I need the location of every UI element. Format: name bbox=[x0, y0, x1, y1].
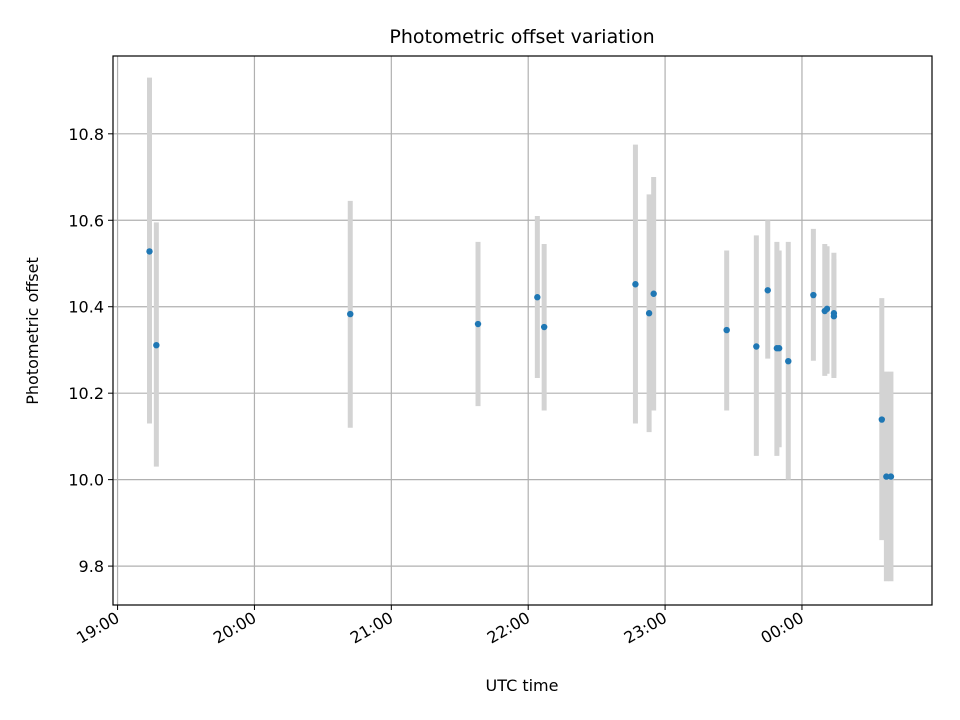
data-point bbox=[723, 326, 730, 334]
data-point bbox=[534, 294, 541, 301]
y-tick-label: 10.8 bbox=[68, 125, 104, 144]
data-point bbox=[823, 305, 831, 313]
data-point bbox=[474, 320, 482, 328]
data-point bbox=[830, 313, 838, 320]
points bbox=[146, 248, 895, 480]
data-point bbox=[785, 357, 792, 365]
data-point bbox=[878, 416, 886, 423]
data-point bbox=[650, 290, 657, 297]
y-tick-label: 9.8 bbox=[79, 557, 104, 576]
x-axis-label: UTC time bbox=[486, 676, 559, 695]
data-point bbox=[887, 473, 895, 480]
data-point bbox=[153, 341, 160, 349]
data-point bbox=[764, 287, 771, 294]
plot-frame bbox=[112, 55, 933, 606]
data-point bbox=[810, 291, 817, 299]
grid bbox=[113, 56, 932, 605]
y-axis: 9.8 10.0 10.2 10.4 10.6 10.8 bbox=[68, 125, 113, 576]
data-point bbox=[753, 343, 760, 350]
y-axis-label: Photometric offset bbox=[23, 257, 42, 405]
chart-title: Photometric offset variation bbox=[389, 26, 654, 48]
y-tick-label: 10.0 bbox=[68, 471, 104, 490]
y-tick-label: 10.4 bbox=[68, 298, 104, 317]
data-point bbox=[347, 310, 354, 318]
y-tick-label: 10.2 bbox=[68, 384, 104, 403]
data-point bbox=[146, 248, 153, 255]
data-point bbox=[775, 345, 783, 352]
data-point bbox=[883, 473, 890, 480]
data-point bbox=[645, 310, 653, 317]
y-tick-label: 10.6 bbox=[68, 211, 104, 230]
data-point bbox=[632, 281, 639, 288]
data-point bbox=[540, 323, 548, 331]
